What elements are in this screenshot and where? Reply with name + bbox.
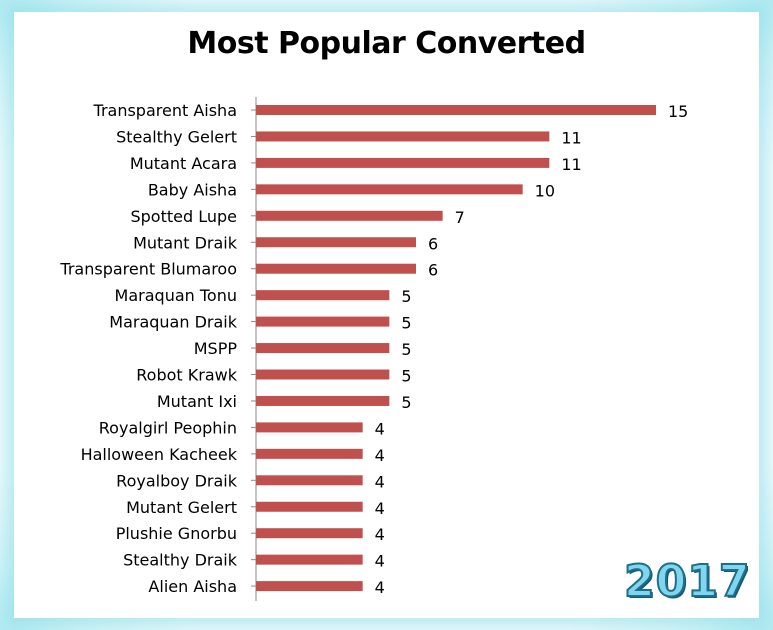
bar	[256, 501, 363, 512]
bar	[256, 554, 363, 565]
data-label: 4	[375, 419, 385, 438]
bar	[256, 448, 363, 459]
category-label: Royalboy Draik	[116, 471, 238, 490]
category-label: Mutant Gelert	[126, 498, 237, 517]
data-label: 5	[401, 287, 411, 306]
data-label: 11	[561, 128, 581, 147]
data-label: 5	[401, 314, 411, 333]
data-label: 4	[375, 499, 385, 518]
category-label: Plushie Gnorbu	[116, 524, 237, 543]
category-label: Maraquan Tonu	[115, 286, 237, 305]
bar	[256, 263, 416, 274]
bar	[256, 157, 550, 168]
category-label: Robot Krawk	[136, 366, 237, 385]
category-label: Mutant Ixi	[157, 392, 237, 411]
bar	[256, 316, 390, 327]
bar	[256, 528, 363, 539]
data-label: 15	[668, 102, 688, 121]
bar	[256, 237, 416, 248]
data-label: 6	[428, 261, 438, 280]
data-label: 4	[375, 525, 385, 544]
category-label: Stealthy Gelert	[116, 127, 237, 146]
data-label: 10	[535, 181, 555, 200]
category-label: Alien Aisha	[148, 577, 237, 596]
data-label: 7	[455, 208, 465, 227]
category-label: Mutant Acara	[130, 154, 237, 173]
category-label: Halloween Kacheek	[81, 445, 238, 464]
category-label: MSPP	[194, 339, 238, 358]
bar	[256, 343, 390, 354]
bar	[256, 369, 390, 380]
data-label: 5	[401, 367, 411, 386]
category-label: Transparent Blumaroo	[59, 260, 237, 279]
chart-title: Most Popular Converted	[187, 26, 586, 61]
bar	[256, 290, 390, 301]
bar	[256, 131, 550, 142]
data-label: 4	[375, 446, 385, 465]
year-badge: 2017	[623, 555, 751, 608]
data-label: 5	[401, 340, 411, 359]
bar	[256, 210, 443, 221]
bar	[256, 581, 363, 592]
bar	[256, 422, 363, 433]
data-label: 5	[401, 393, 411, 412]
category-label: Transparent Aisha	[93, 101, 237, 120]
category-label: Royalgirl Peophin	[99, 418, 237, 437]
data-label: 4	[375, 472, 385, 491]
data-label: 11	[561, 155, 581, 174]
category-label: Baby Aisha	[148, 180, 237, 199]
bar	[256, 475, 363, 486]
category-label: Maraquan Draik	[109, 313, 237, 332]
category-label: Mutant Draik	[133, 233, 238, 252]
bar	[256, 395, 390, 406]
data-label: 6	[428, 234, 438, 253]
bar	[256, 105, 656, 115]
data-label: 4	[375, 578, 385, 597]
category-label: Stealthy Draik	[123, 551, 238, 570]
category-label: Spotted Lupe	[130, 207, 237, 226]
data-label: 4	[375, 552, 385, 571]
bar	[256, 184, 523, 195]
